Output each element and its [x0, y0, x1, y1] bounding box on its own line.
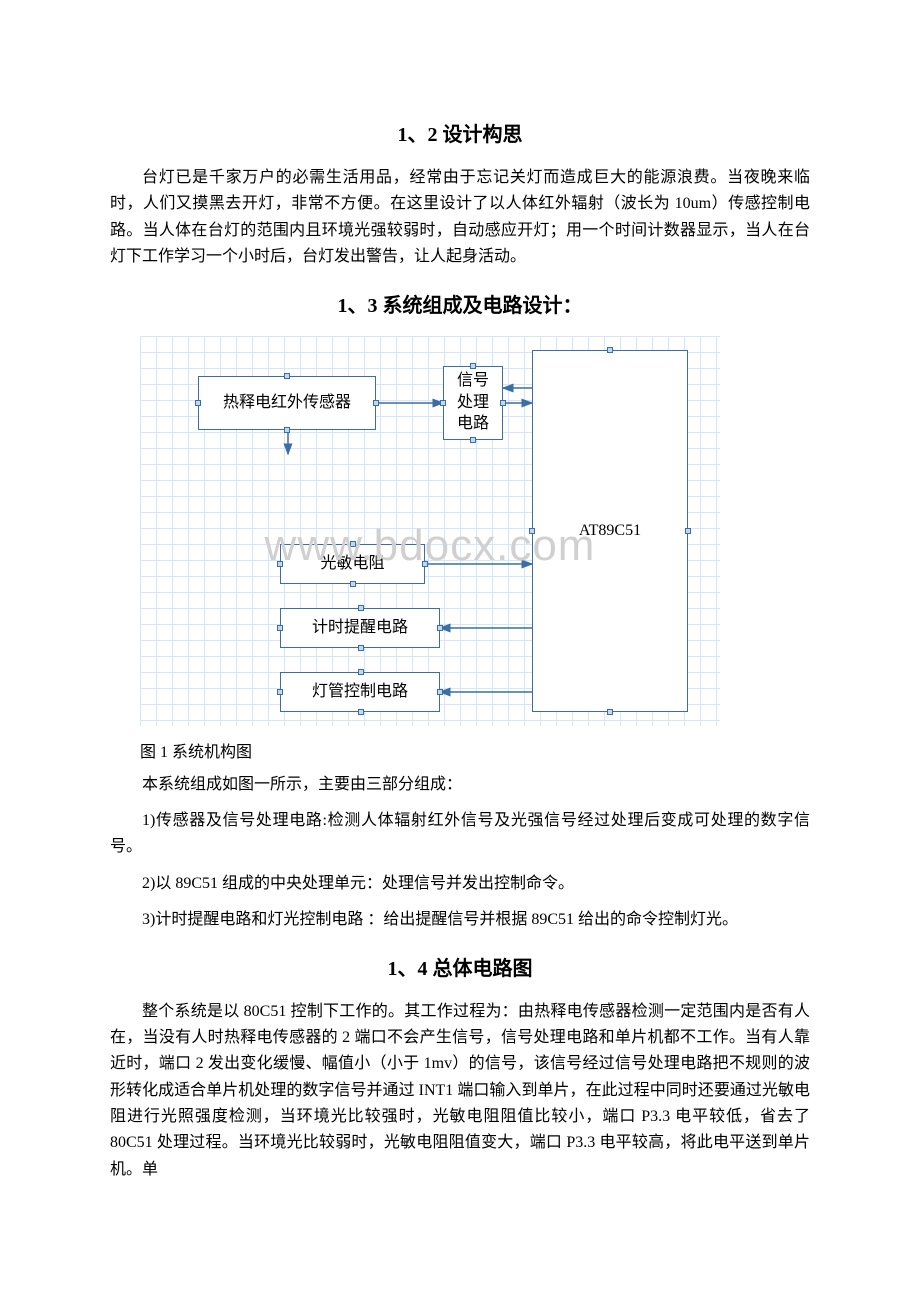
selection-handle	[422, 561, 428, 567]
heading-1-2: 1、2 设计构思	[110, 118, 810, 147]
paragraph-1-3-item3: 3)计时提醒电路和灯光控制电路 ：给出提醒信号并根据 89C51 给出的命令控制…	[110, 907, 810, 933]
selection-handle	[277, 561, 283, 567]
selection-handle	[440, 400, 446, 406]
node-sigproc: 信号 处理 电路	[443, 366, 503, 440]
selection-handle	[358, 669, 364, 675]
selection-handle	[470, 437, 476, 443]
selection-handle	[350, 581, 356, 587]
node-lamp: 灯管控制电路	[280, 672, 440, 712]
node-sensor: 热释电红外传感器	[198, 376, 376, 430]
selection-handle	[277, 689, 283, 695]
paragraph-1-2-content: 台灯已是千家万户的必需生活用品，经常由于忘记关灯而造成巨大的能源浪费。当夜晚来临…	[110, 165, 810, 271]
selection-handle	[358, 709, 364, 715]
heading-1-4: 1、4 总体电路图	[110, 952, 810, 981]
system-block-diagram: 热释电红外传感器信号 处理 电路AT89C51光敏电阻计时提醒电路灯管控制电路 …	[140, 336, 720, 726]
selection-handle	[284, 427, 290, 433]
selection-handle	[437, 689, 443, 695]
paragraph-1-3-item1: 1)传感器及信号处理电路:检测人体辐射红外信号及光强信号经过处理后变成可处理的数…	[110, 808, 810, 861]
selection-handle	[373, 400, 379, 406]
node-ldr: 光敏电阻	[280, 544, 425, 584]
selection-handle	[500, 400, 506, 406]
paragraph-1-4-content: 整个系统是以 80C51 控制下工作的。其工作过程为：由热释电传感器检测一定范围…	[110, 999, 810, 1184]
selection-handle	[470, 363, 476, 369]
selection-handle	[529, 528, 535, 534]
heading-1-3: 1、3 系统组成及电路设计：	[110, 289, 810, 318]
selection-handle	[358, 605, 364, 611]
selection-handle	[350, 541, 356, 547]
selection-handle	[277, 625, 283, 631]
selection-handle	[607, 347, 613, 353]
selection-handle	[358, 645, 364, 651]
selection-handle	[685, 528, 691, 534]
node-mcu: AT89C51	[532, 350, 688, 712]
paragraph-1-3-intro: 本系统组成如图一所示，主要由三部分组成：	[110, 772, 810, 798]
figure-1-caption: 图 1 系统机构图	[140, 738, 810, 762]
paragraph-1-3-item2: 2)以 89C51 组成的中央处理单元：处理信号并发出控制命令。	[110, 871, 810, 897]
selection-handle	[607, 709, 613, 715]
selection-handle	[284, 373, 290, 379]
selection-handle	[437, 625, 443, 631]
selection-handle	[195, 400, 201, 406]
node-timer: 计时提醒电路	[280, 608, 440, 648]
